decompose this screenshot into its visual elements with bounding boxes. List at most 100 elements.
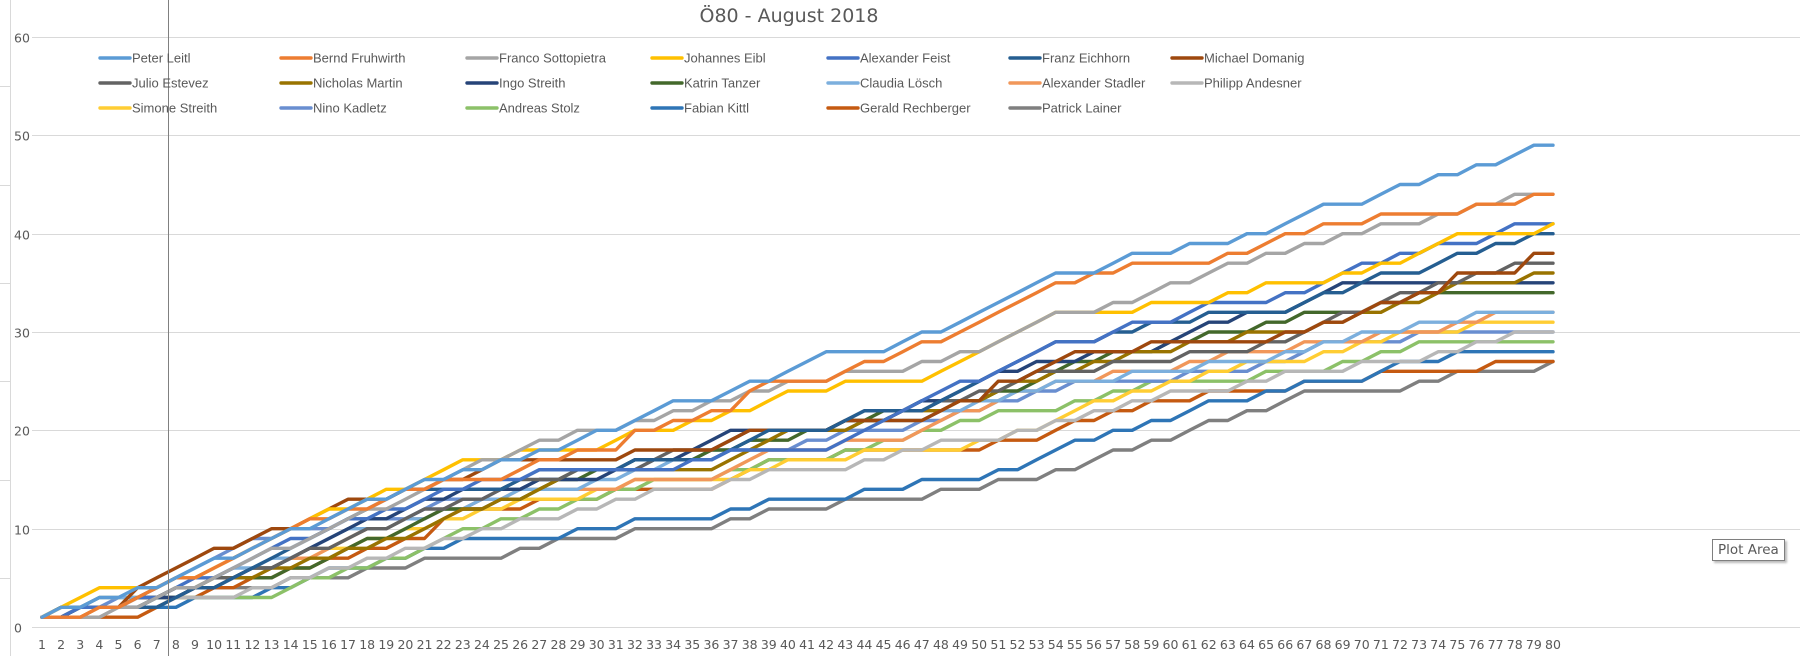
legend-item[interactable]: Katrin Tanzer <box>650 76 761 91</box>
x-tick-label: 6 <box>134 637 142 652</box>
x-tick-label: 56 <box>1086 637 1102 652</box>
legend-item[interactable]: Alexander Stadler <box>1008 76 1146 91</box>
y-tick-label: 0 <box>14 621 22 636</box>
x-tick-label: 67 <box>1296 637 1312 652</box>
x-tick-label: 14 <box>283 637 299 652</box>
legend-item[interactable]: Nicholas Martin <box>279 76 403 91</box>
legend-item[interactable]: Alexander Feist <box>826 51 951 66</box>
x-tick-label: 28 <box>550 637 566 652</box>
x-tick-label: 1 <box>38 637 46 652</box>
x-tick-label: 57 <box>1105 637 1121 652</box>
x-tick-label: 54 <box>1048 637 1064 652</box>
legend-item[interactable]: Patrick Lainer <box>1008 101 1122 116</box>
x-tick-label: 44 <box>856 637 872 652</box>
x-tick-label: 21 <box>417 637 433 652</box>
x-tick-label: 37 <box>723 637 739 652</box>
x-tick-label: 59 <box>1143 637 1159 652</box>
legend-item[interactable]: Ingo Streith <box>465 76 566 91</box>
legend-label: Ingo Streith <box>499 76 566 91</box>
legend-label: Alexander Feist <box>860 51 951 66</box>
x-tick-label: 33 <box>646 637 662 652</box>
legend-item[interactable]: Nino Kadletz <box>279 101 387 116</box>
x-tick-label: 27 <box>531 637 547 652</box>
x-tick-label: 76 <box>1469 637 1485 652</box>
legend-item[interactable]: Andreas Stolz <box>465 101 580 116</box>
legend-item[interactable]: Simone Streith <box>98 101 217 116</box>
x-tick-label: 77 <box>1488 637 1504 652</box>
legend-item[interactable]: Peter Leitl <box>98 51 191 66</box>
x-tick-label: 18 <box>359 637 375 652</box>
series-line-peter-leitl[interactable] <box>40 143 1555 619</box>
x-tick-label: 24 <box>474 637 490 652</box>
series-line-alexander-feist[interactable] <box>40 222 1555 619</box>
legend[interactable]: Peter Leitl Bernd Fruhwirth Franco Sottopi… <box>98 51 1304 116</box>
legend-label: Johannes Eibl <box>684 51 766 66</box>
x-tick-label: 78 <box>1507 637 1523 652</box>
x-tick-label: 23 <box>455 637 471 652</box>
legend-label: Julio Estevez <box>132 76 209 91</box>
x-tick-label: 25 <box>493 637 509 652</box>
chart-title: Ö80 - August 2018 <box>700 4 879 27</box>
x-tick-label: 51 <box>990 637 1006 652</box>
x-tick-label: 74 <box>1430 637 1446 652</box>
x-tick-label: 66 <box>1277 637 1293 652</box>
x-tick-label: 15 <box>302 637 318 652</box>
x-tick-label: 58 <box>1124 637 1140 652</box>
x-tick-label: 63 <box>1220 637 1236 652</box>
x-tick-label: 60 <box>1163 637 1179 652</box>
legend-item[interactable]: Gerald Rechberger <box>826 101 971 116</box>
x-tick-label: 13 <box>264 637 280 652</box>
x-tick-label: 69 <box>1335 637 1351 652</box>
legend-label: Philipp Andesner <box>1204 76 1302 91</box>
x-tick-label: 12 <box>244 637 260 652</box>
x-tick-label: 52 <box>1010 637 1026 652</box>
legend-label: Andreas Stolz <box>499 101 580 116</box>
x-tick-label: 68 <box>1316 637 1332 652</box>
x-tick-label: 22 <box>436 637 452 652</box>
legend-item[interactable]: Julio Estevez <box>98 76 209 91</box>
x-tick-label: 9 <box>191 637 199 652</box>
x-tick-label: 55 <box>1067 637 1083 652</box>
x-tick-label: 64 <box>1239 637 1255 652</box>
legend-label: Patrick Lainer <box>1042 101 1122 116</box>
legend-label: Katrin Tanzer <box>684 76 761 91</box>
y-tick-label: 40 <box>14 228 30 243</box>
x-tick-label: 16 <box>321 637 337 652</box>
legend-item[interactable]: Claudia Lösch <box>826 76 942 91</box>
x-tick-label: 11 <box>225 637 241 652</box>
x-tick-label: 79 <box>1526 637 1542 652</box>
legend-item[interactable]: Michael Domanig <box>1170 51 1304 66</box>
legend-label: Gerald Rechberger <box>860 101 971 116</box>
x-tick-label: 43 <box>837 637 853 652</box>
legend-label: Nicholas Martin <box>313 76 403 91</box>
series-lines <box>40 143 1555 619</box>
legend-item[interactable]: Fabian Kittl <box>650 101 749 116</box>
legend-label: Claudia Lösch <box>860 76 942 91</box>
x-tick-label: 48 <box>933 637 949 652</box>
x-tick-label: 19 <box>378 637 394 652</box>
x-tick-label: 3 <box>76 637 84 652</box>
legend-item[interactable]: Bernd Fruhwirth <box>279 51 405 66</box>
x-tick-label: 71 <box>1373 637 1389 652</box>
x-tick-label: 47 <box>914 637 930 652</box>
x-tick-label: 45 <box>876 637 892 652</box>
x-tick-label: 17 <box>340 637 356 652</box>
x-tick-label: 46 <box>895 637 911 652</box>
x-tick-label: 4 <box>95 637 103 652</box>
y-tick-label: 20 <box>14 424 30 439</box>
y-tick-label: 50 <box>14 129 30 144</box>
x-tick-label: 65 <box>1258 637 1274 652</box>
x-tick-label: 36 <box>703 637 719 652</box>
x-tick-label: 61 <box>1182 637 1198 652</box>
legend-item[interactable]: Philipp Andesner <box>1170 76 1302 91</box>
series-line-philipp-andesner[interactable] <box>40 330 1555 619</box>
x-tick-label: 70 <box>1354 637 1370 652</box>
legend-item[interactable]: Johannes Eibl <box>650 51 766 66</box>
legend-item[interactable]: Franco Sottopietra <box>465 51 607 66</box>
legend-label: Fabian Kittl <box>684 101 749 116</box>
x-tick-label: 34 <box>665 637 681 652</box>
x-tick-label: 29 <box>570 637 586 652</box>
x-tick-label: 38 <box>742 637 758 652</box>
legend-item[interactable]: Franz Eichhorn <box>1008 51 1130 66</box>
